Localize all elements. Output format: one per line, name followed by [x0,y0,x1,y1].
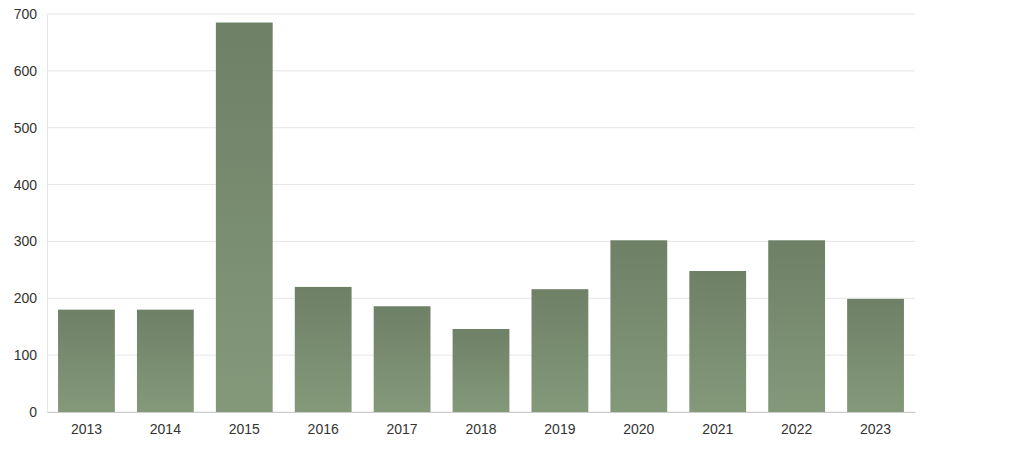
x-tick-label: 2021 [702,421,733,437]
bar [768,240,825,412]
x-tick-label: 2014 [150,421,181,437]
x-tick-label: 2022 [781,421,812,437]
bar [610,240,667,412]
x-tick-label: 2015 [229,421,260,437]
x-tick-label: 2018 [465,421,496,437]
x-tick-label: 2013 [71,421,102,437]
grid [47,14,915,412]
plot: 0100200300400500600700201320142015201620… [14,6,916,437]
x-tick: 2020 [623,412,654,437]
x-tick: 2017 [387,412,418,437]
x-axis-line [48,412,916,413]
grid-line [47,127,915,128]
bar [58,310,115,412]
x-tick: 2015 [229,412,260,437]
y-tick: 600 [14,63,47,79]
bars [58,23,904,412]
x-axis: 2013 2014 2015 2016 2017 2018 2019 2020 2021 2022… [48,412,916,437]
y-tick: 100 [14,347,47,363]
y-tick: 300 [14,233,47,249]
y-tick: 0 [29,404,47,420]
y-tick: 700 [14,6,47,22]
y-axis-line [47,15,48,413]
x-tick: 2023 [860,412,891,437]
y-axis: 0 100 200 300 400 500 600 700 [14,6,48,420]
x-tick-label: 2019 [544,421,575,437]
x-tick-label: 2016 [308,421,339,437]
x-tick-label: 2023 [860,421,891,437]
grid-line [47,14,915,15]
chart: 0100200300400500600700201320142015201620… [0,0,1024,458]
y-tick-label: 300 [14,233,38,249]
x-tick: 2013 [71,412,102,437]
y-tick-label: 100 [14,347,38,363]
y-tick: 400 [14,177,47,193]
x-tick: 2018 [465,412,496,437]
bar [689,271,746,412]
x-tick: 2022 [781,412,812,437]
bar [453,329,510,412]
bar [532,289,589,412]
y-tick: 200 [14,290,47,306]
x-tick: 2021 [702,412,733,437]
x-tick: 2016 [308,412,339,437]
y-tick-label: 0 [29,404,37,420]
y-tick-label: 700 [14,6,38,22]
y-tick-label: 600 [14,63,38,79]
grid-line [47,70,915,71]
y-tick: 500 [14,120,47,136]
bar [374,306,431,412]
x-tick-label: 2017 [387,421,418,437]
bar [295,287,352,412]
x-tick: 2019 [544,412,575,437]
x-tick: 2014 [150,412,181,437]
bar [847,299,904,412]
bar [137,310,194,412]
y-tick-label: 400 [14,177,38,193]
y-tick-label: 200 [14,290,38,306]
x-tick-label: 2020 [623,421,654,437]
bar [216,23,273,412]
grid-line [47,184,915,185]
y-tick-label: 500 [14,120,38,136]
